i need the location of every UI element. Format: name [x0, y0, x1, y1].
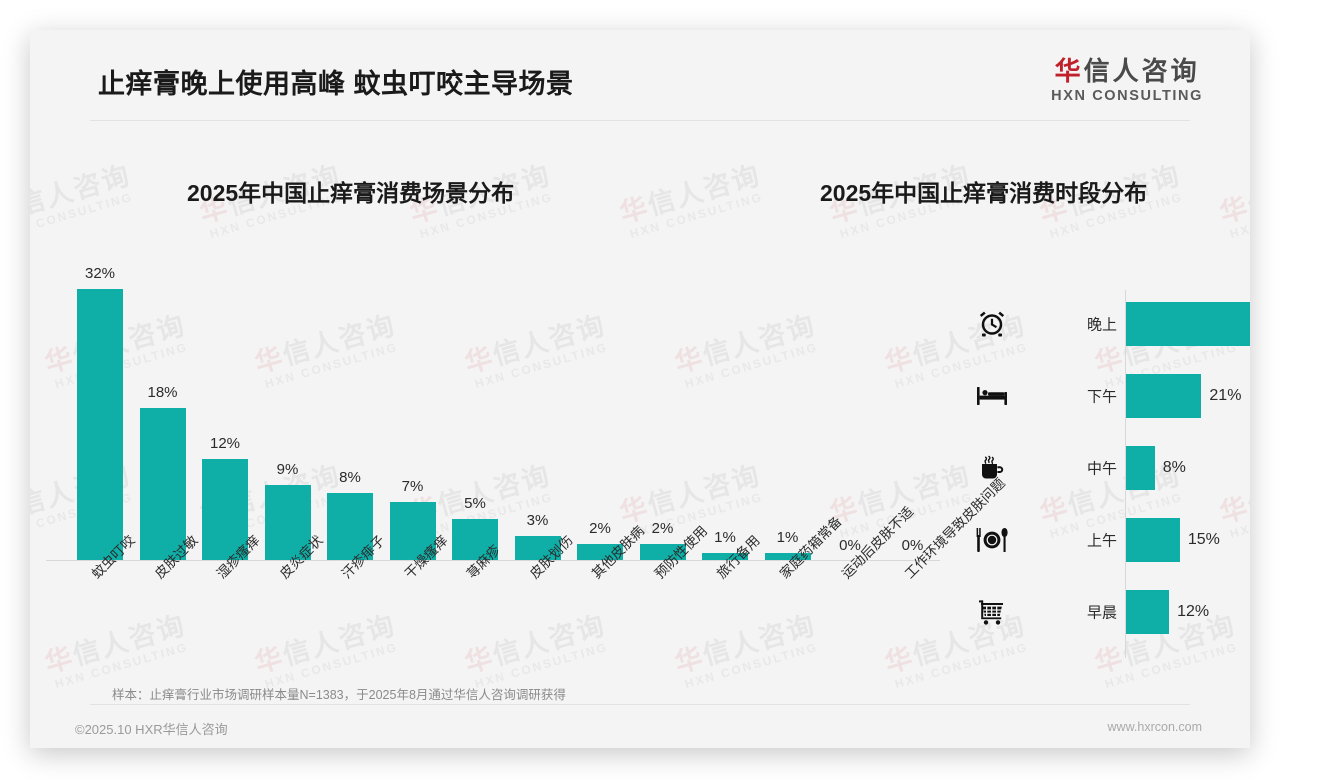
column-bar — [764, 552, 811, 561]
column-value-label: 2% — [589, 520, 611, 537]
website-url: www.hxrcon.com — [1107, 720, 1202, 734]
right-chart-title: 2025年中国止痒膏消费时段分布 — [820, 180, 1148, 206]
row-bar — [1126, 590, 1170, 634]
logo-chinese: 华信人咨询 — [1051, 57, 1203, 86]
column-bar — [514, 535, 561, 561]
time-period-row: 上午 15% — [960, 504, 1250, 576]
column-value-label: 18% — [147, 384, 178, 401]
column-value-label: 5% — [464, 494, 486, 512]
alarm-clock-icon — [972, 309, 1012, 339]
column-baseline-axis — [46, 560, 940, 561]
column-bar — [327, 493, 373, 561]
column-bar — [202, 459, 248, 561]
row-bar — [1126, 302, 1250, 346]
column-bar — [389, 501, 436, 561]
row-value-label: 15% — [1187, 531, 1220, 548]
time-period-row: 中午 8% — [960, 432, 1250, 504]
logo-chinese-red-char: 华 — [1054, 56, 1084, 86]
row-value-label: 12% — [1177, 603, 1210, 620]
copyright-text: ©2025.10 HXR华信人咨询 — [75, 722, 228, 737]
column-value-label: 32% — [84, 265, 116, 282]
time-period-row: 晚上44% — [960, 288, 1250, 360]
footer-divider — [90, 704, 1190, 705]
time-period-row: 下午 21% — [960, 360, 1250, 432]
row-bar — [1126, 518, 1180, 562]
column-bar — [577, 544, 623, 561]
header-divider — [90, 120, 1190, 121]
hot-beverage-icon — [972, 453, 1012, 483]
column-value-label: 1% — [776, 528, 799, 546]
column-bar — [639, 544, 686, 561]
logo-english: HXN CONSULTING — [1051, 87, 1203, 104]
row-baseline-axis — [1125, 290, 1126, 658]
column-value-label: 9% — [276, 460, 299, 478]
column-bar — [77, 289, 123, 561]
column-value-label: 12% — [209, 435, 241, 452]
row-category-label: 早晨 — [1086, 604, 1117, 622]
column-value-label: 0% — [901, 537, 924, 554]
bed-icon — [972, 383, 1012, 409]
column-value-label: 2% — [651, 520, 674, 537]
column-bar — [264, 484, 311, 561]
row-category-label: 晚上 — [1086, 316, 1117, 334]
time-period-row: 早晨 12% — [960, 576, 1250, 648]
row-category-label: 中午 — [1086, 460, 1117, 478]
column-bar — [452, 518, 498, 561]
column-value-label: 8% — [339, 469, 361, 486]
shopping-cart-icon — [972, 598, 1012, 626]
scenario-distribution-chart: 32% 18% 12% 9% 8% 7% 5% 3% 2% 2% 1% 1% 0% 0% 蚊虫叮咬 皮肤过敏… — [38, 265, 1007, 666]
time-period-distribution-chart: 晚上44% 下午 21% 中午 8% 上午 15% 早晨 12% — [960, 288, 1250, 660]
row-value-label: 21% — [1209, 387, 1242, 404]
cutlery-plate-icon — [972, 526, 1012, 554]
row-category-label: 上午 — [1086, 532, 1117, 550]
sample-note: 样本：止痒膏行业市场调研样本量N=1383，于2025年8月通过华信人咨询调研获… — [112, 688, 566, 702]
brand-logo: 华信人咨询 HXN CONSULTING — [1051, 57, 1203, 104]
column-bar — [702, 552, 748, 561]
slide-header: 止痒膏晚上使用高峰 蚊虫叮咬主导场景 华信人咨询 HXN CONSULTING — [30, 30, 1250, 122]
page-title: 止痒膏晚上使用高峰 蚊虫叮咬主导场景 — [98, 69, 574, 99]
column-plot-area: 32% 18% 12% 9% 8% 7% 5% 3% 2% 2% 1% 1% 0% 0% — [38, 265, 950, 561]
column-value-label: 7% — [401, 477, 424, 495]
row-bar — [1126, 374, 1202, 418]
column-value-label: 3% — [526, 511, 549, 529]
column-value-label: 1% — [714, 528, 736, 546]
column-bar — [139, 408, 186, 561]
slide-footer: ©2025.10 HXR华信人咨询 www.hxrcon.com — [30, 714, 1250, 748]
row-category-label: 下午 — [1086, 388, 1117, 406]
left-chart-title: 2025年中国止痒膏消费场景分布 — [187, 180, 515, 206]
logo-chinese-rest: 信人咨询 — [1083, 56, 1200, 86]
row-bar — [1126, 446, 1155, 490]
column-value-label: 0% — [839, 537, 861, 554]
row-value-label: 8% — [1162, 459, 1186, 476]
